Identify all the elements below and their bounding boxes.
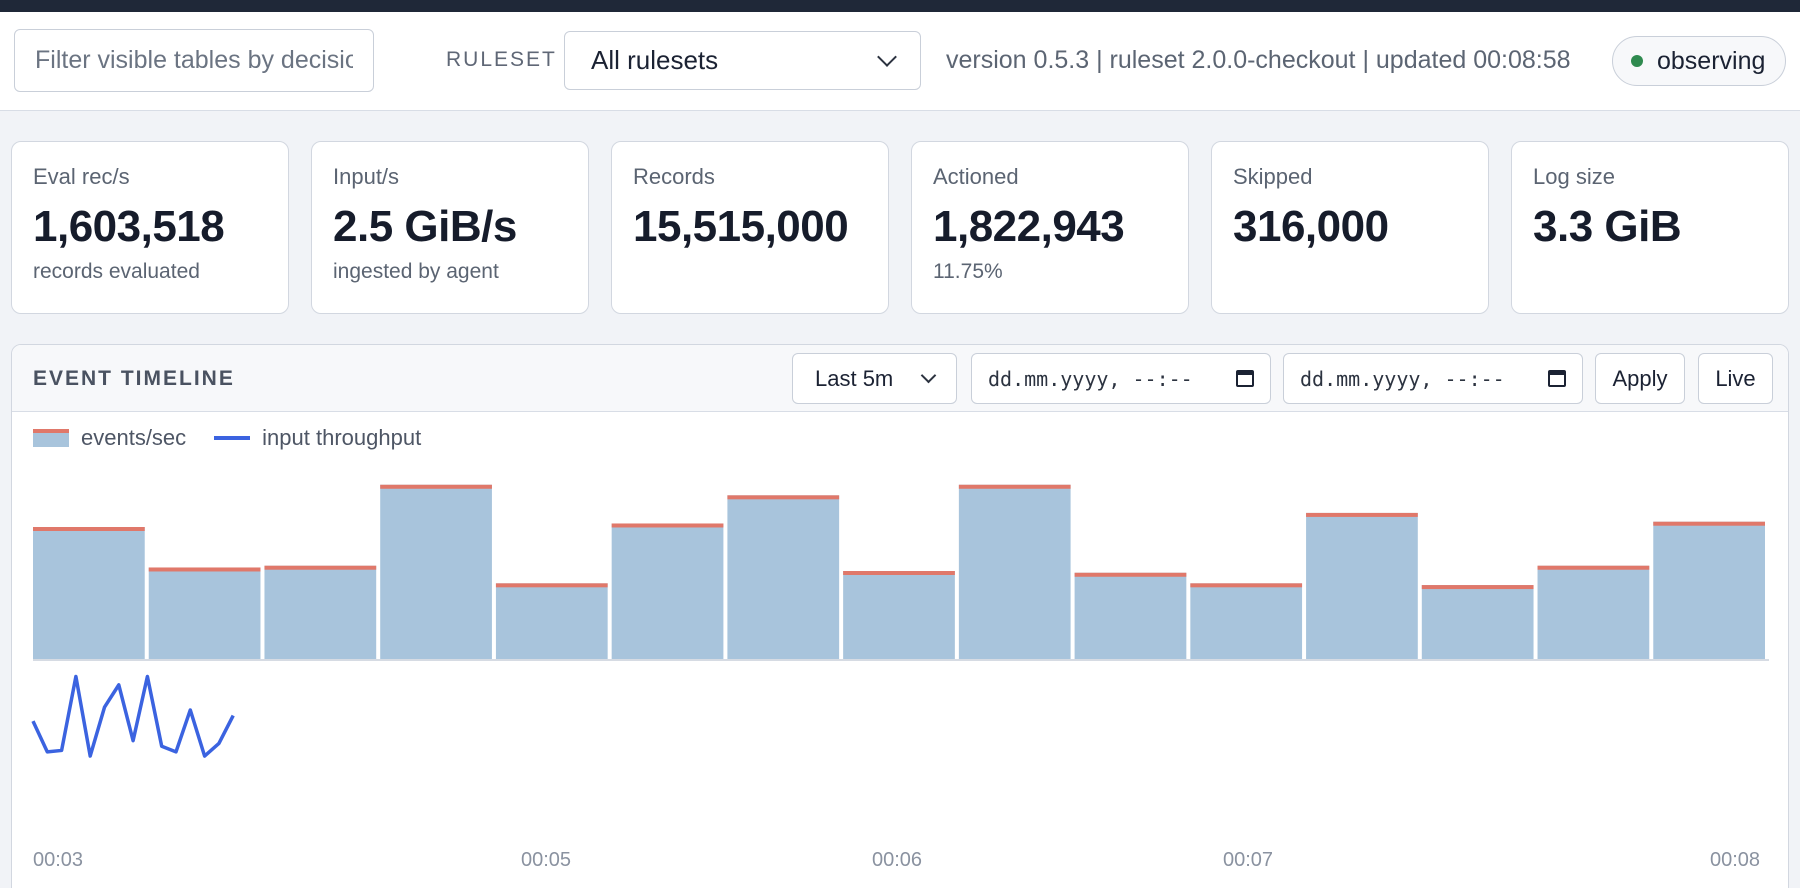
x-tick-label: 00:06 [872, 849, 923, 871]
panel-title: EVENT TIMELINE [33, 367, 235, 390]
event-timeline-chart [31, 484, 1769, 758]
metric-card-input-rate: Input/s 2.5 GiB/s ingested by agent [311, 141, 589, 314]
bar-events-3 [380, 484, 492, 659]
event-timeline-panel: EVENT TIMELINE Last 5m dd.mm.yyyy, --:--… [11, 344, 1789, 888]
legend-swatch-events [33, 429, 69, 447]
card-subtitle: records evaluated [33, 260, 200, 283]
panel-header: EVENT TIMELINE Last 5m dd.mm.yyyy, --:--… [12, 345, 1788, 412]
bar-events-12 [1421, 585, 1534, 659]
metric-card-skipped: Skipped 316,000 [1211, 141, 1489, 314]
card-label: Skipped [1233, 164, 1313, 189]
legend-swatch-throughput [214, 436, 251, 440]
chart-legend: events/sec input throughput [33, 425, 421, 451]
bar-events-14 [1653, 521, 1765, 659]
bar-cap-6 [727, 495, 840, 500]
card-value: 15,515,000 [633, 202, 849, 251]
card-label: Log size [1533, 164, 1615, 189]
bar-cap-13 [1537, 565, 1650, 570]
status-badge: observing [1612, 36, 1786, 86]
card-value: 316,000 [1233, 202, 1389, 251]
bar-cap-1 [148, 567, 261, 572]
card-label: Actioned [933, 164, 1019, 189]
card-value: 1,822,943 [933, 202, 1125, 251]
live-button[interactable]: Live [1698, 353, 1773, 404]
bar-events-10 [1190, 583, 1303, 659]
from-datetime-input[interactable]: dd.mm.yyyy, --:-- [971, 353, 1271, 404]
bar-cap-0 [33, 527, 145, 531]
toolbar: RULESET All rulesets version 0.5.3 | rul… [0, 12, 1800, 111]
bar-events-0 [33, 527, 145, 659]
ruleset-selected-value: All rulesets [591, 45, 719, 75]
metric-card-records: Records 15,515,000 [611, 141, 889, 314]
to-datetime-input[interactable]: dd.mm.yyyy, --:-- [1283, 353, 1583, 404]
time-range-select[interactable]: Last 5m [792, 353, 957, 404]
card-label: Records [633, 164, 715, 189]
legend-label-throughput: input throughput [262, 425, 422, 450]
bar-cap-4 [495, 583, 608, 588]
legend-label-events: events/sec [81, 425, 187, 450]
metric-card-actioned: Actioned 1,822,943 11.75% [911, 141, 1189, 314]
card-value: 2.5 GiB/s [333, 202, 517, 251]
card-value: 1,603,518 [33, 202, 225, 251]
filter-input[interactable] [14, 29, 374, 92]
bar-cap-11 [1306, 512, 1418, 517]
calendar-icon[interactable] [1236, 370, 1254, 387]
bar-events-1 [148, 567, 261, 659]
card-label: Eval rec/s [33, 164, 130, 189]
bar-cap-9 [1074, 572, 1187, 577]
bar-events-13 [1537, 565, 1650, 659]
card-label: Input/s [333, 164, 400, 189]
bar-events-6 [727, 495, 840, 659]
bar-events-5 [611, 523, 724, 659]
bar-cap-12 [1421, 585, 1534, 590]
bar-events-2 [264, 565, 377, 659]
bar-cap-5 [611, 523, 724, 528]
card-value: 3.3 GiB [1533, 202, 1682, 251]
x-tick-label: 00:05 [521, 849, 572, 871]
bar-events-9 [1074, 572, 1187, 659]
x-tick-label: 00:08 [1710, 849, 1761, 871]
to-datetime-placeholder: dd.mm.yyyy, --:-- [1300, 366, 1505, 391]
bar-events-7 [843, 571, 955, 659]
ruleset-label: RULESET [446, 48, 557, 71]
bar-cap-10 [1190, 583, 1303, 588]
status-text: observing [1657, 46, 1766, 75]
time-range-value: Last 5m [815, 365, 894, 391]
calendar-icon[interactable] [1548, 370, 1566, 387]
metric-card-log-size: Log size 3.3 GiB [1511, 141, 1789, 314]
bar-events-8 [958, 484, 1071, 659]
chevron-down-icon [877, 46, 897, 67]
from-datetime-placeholder: dd.mm.yyyy, --:-- [988, 366, 1193, 391]
bar-cap-2 [264, 565, 377, 570]
apply-button[interactable]: Apply [1595, 353, 1685, 404]
ruleset-select[interactable]: All rulesets [564, 31, 921, 90]
card-subtitle: ingested by agent [333, 260, 499, 283]
bar-cap-7 [843, 571, 955, 575]
x-tick-label: 00:07 [1223, 849, 1274, 871]
window-top-bar [0, 0, 1800, 12]
bar-events-4 [495, 583, 608, 659]
version-info: version 0.5.3 | ruleset 2.0.0-checkout |… [946, 46, 1571, 74]
card-subtitle: 11.75% [933, 260, 1003, 283]
status-dot-icon [1631, 55, 1643, 67]
bar-cap-8 [958, 484, 1071, 489]
bar-events-11 [1306, 512, 1418, 659]
series-line-throughput [31, 674, 235, 758]
metric-card-eval-rate: Eval rec/s 1,603,518 records evaluated [11, 141, 289, 314]
bar-cap-3 [380, 484, 492, 489]
x-tick-label: 00:03 [33, 849, 84, 871]
bar-cap-14 [1653, 521, 1765, 526]
